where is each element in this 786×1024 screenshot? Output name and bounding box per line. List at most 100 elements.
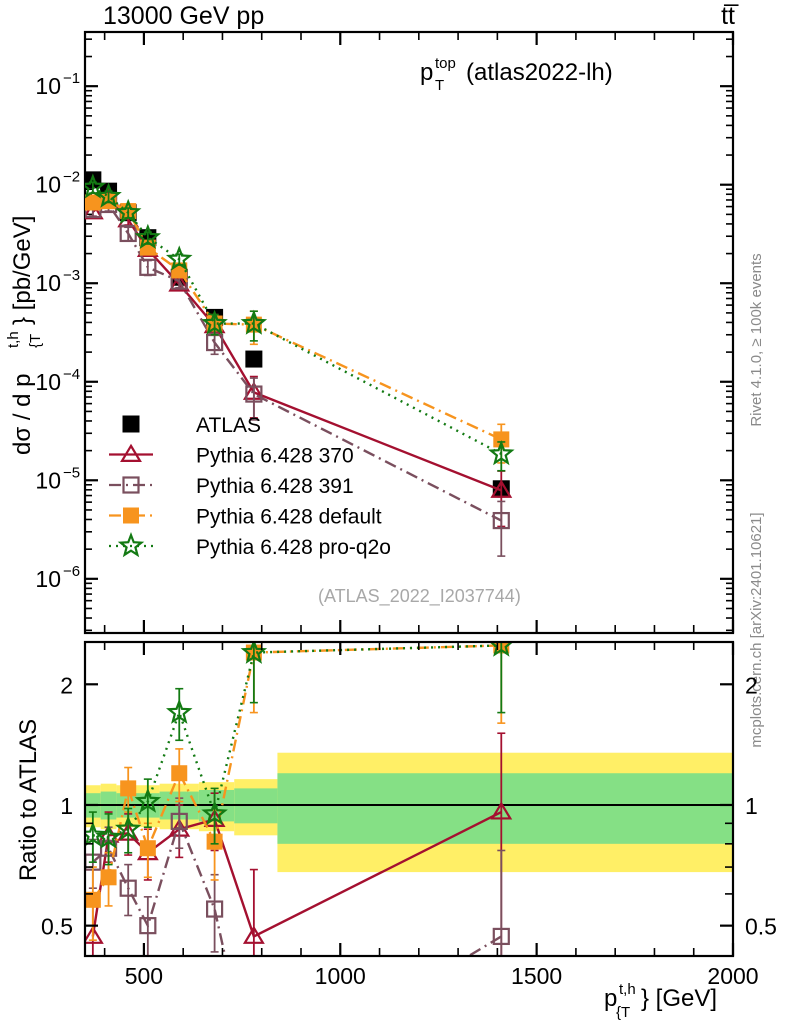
main-ytick-label-exp: −1 (63, 70, 80, 87)
ratio-data-marker (134, 787, 162, 813)
ratio-data-marker (120, 780, 137, 797)
legend-item[interactable]: Pythia 6.428 pro-q2o (109, 532, 391, 559)
legend-marker (117, 532, 145, 558)
main-ylabel-part-b: } [pb/GeV] (9, 216, 36, 325)
data-marker (245, 385, 263, 403)
ratio-data-marker (139, 917, 157, 935)
main-ytick-label: 10 −2 (35, 169, 80, 198)
main-ylabel: dσ / d p t,h {T } [pb/GeV] (5, 216, 44, 455)
ratio-ylabel-text: Ratio to ATLAS (15, 719, 42, 881)
main-ytick-label: 10 −1 (35, 70, 80, 99)
xaxis-label-base: p (604, 985, 617, 1012)
ratio-ytick-label-right: 2 (745, 672, 758, 698)
xtick-label: 2000 (707, 963, 758, 989)
ratio-ytick-label-right: 1 (745, 793, 758, 819)
xaxis-label-subscript: {T (616, 1004, 630, 1021)
main-plot-title: p top T (atlas2022-lh) (420, 55, 613, 94)
data-marker (139, 258, 157, 276)
main-ylabel-part-a: dσ / d p (9, 373, 36, 455)
header-left-label: 13000 GeV pp (103, 2, 264, 30)
plot-title-base: p (420, 59, 433, 86)
series-line (92, 186, 502, 456)
legend-label: ATLAS (196, 414, 261, 437)
main-ytick-label-base: 10 (35, 566, 61, 592)
main-ytick-label: 10 −3 (35, 267, 80, 296)
main-ytick-label: 10 −6 (35, 563, 80, 592)
data-marker (201, 309, 228, 335)
data-marker (165, 245, 193, 271)
data-marker (168, 273, 191, 292)
ratio-line (91, 644, 502, 901)
main-ylabel-subscript: {T (27, 334, 44, 348)
main-ylabel-superscript: t,h (5, 331, 22, 348)
legend-label: Pythia 6.428 391 (196, 475, 354, 498)
xtick-label: 1000 (315, 963, 366, 989)
ratio-data-marker (242, 925, 265, 944)
legend-label: Pythia 6.428 370 (196, 445, 354, 468)
ratio-data-marker (119, 879, 137, 897)
series-line (92, 199, 502, 441)
ratio-ytick-label: 0.5 (41, 914, 73, 940)
ratio-data-marker (139, 840, 156, 857)
ratio-ytick-label: 1 (60, 793, 73, 819)
xaxis-label: p t,h {T } [GeV] (604, 981, 717, 1021)
mcplots-source-label: mcplots.cern.ch [arXiv:2401.10621] (748, 512, 765, 747)
legend-item[interactable]: ATLAS (122, 414, 261, 437)
ratio-data-marker (165, 698, 193, 724)
main-ytick-label-base: 10 (35, 270, 61, 296)
legend-marker (122, 476, 140, 494)
ratio-ytick-label-right: 0.5 (745, 914, 777, 940)
data-marker (85, 194, 101, 211)
data-marker (492, 511, 510, 530)
plot-title-subscript: T (435, 77, 444, 94)
main-ytick-label-base: 10 (35, 369, 61, 395)
main-ytick-label-exp: −5 (63, 464, 80, 481)
main-ytick-label-base: 10 (35, 73, 61, 99)
ratio-data-marker (489, 642, 514, 657)
xtick-label: 1500 (511, 963, 562, 989)
xaxis-label-superscript: t,h (619, 981, 636, 998)
data-marker (134, 223, 162, 249)
main-panel-frame (83, 30, 735, 635)
legend-label: Pythia 6.428 pro-q2o (196, 536, 391, 559)
ratio-data-marker (114, 815, 142, 841)
xtick-label: 500 (125, 963, 163, 989)
ratio-ylabel: Ratio to ATLAS (15, 719, 42, 881)
ratio-ytick-label: 2 (60, 672, 73, 698)
data-marker (240, 309, 268, 335)
ratio-data-marker (85, 925, 104, 944)
main-ytick-label: 10 −5 (35, 464, 80, 493)
ratio-panel-frame (83, 640, 735, 958)
main-ytick-label-exp: −4 (63, 366, 80, 383)
main-ytick-label-base: 10 (35, 467, 61, 493)
ratio-data-marker (100, 869, 117, 886)
legend: ATLAS Pythia 6.428 370 Pythia 6.428 391 Pyt… (109, 414, 391, 559)
series-pythia-6-428-pro-q2o (85, 173, 515, 472)
legend-item[interactable]: Pythia 6.428 370 (109, 443, 354, 468)
legend-item[interactable]: Pythia 6.428 391 (109, 475, 354, 498)
data-marker (85, 201, 104, 220)
header-right-label: tt̅ (721, 2, 739, 30)
ratio-content (85, 642, 733, 956)
legend-item[interactable]: Pythia 6.428 default (109, 506, 382, 529)
plot-title-superscript: top (435, 55, 456, 72)
data-marker (85, 173, 107, 199)
data-marker (114, 198, 142, 224)
legend-marker (123, 507, 139, 524)
main-ytick-label-exp: −2 (63, 169, 80, 186)
ratio-data-marker (492, 927, 510, 946)
ratio-data-marker (95, 823, 122, 849)
data-marker (490, 479, 513, 498)
data-marker (488, 440, 515, 466)
ratio-series-pythia-6-428-pro-q2o (85, 642, 514, 866)
main-series-group (85, 171, 515, 557)
xaxis-label-rest: } [GeV] (641, 985, 717, 1012)
legend-marker (122, 415, 140, 433)
ratio-line (91, 811, 502, 939)
ratio-data-marker (206, 900, 224, 918)
main-ytick-label: 10 −4 (35, 366, 80, 395)
legend-label: Pythia 6.428 default (196, 506, 382, 529)
